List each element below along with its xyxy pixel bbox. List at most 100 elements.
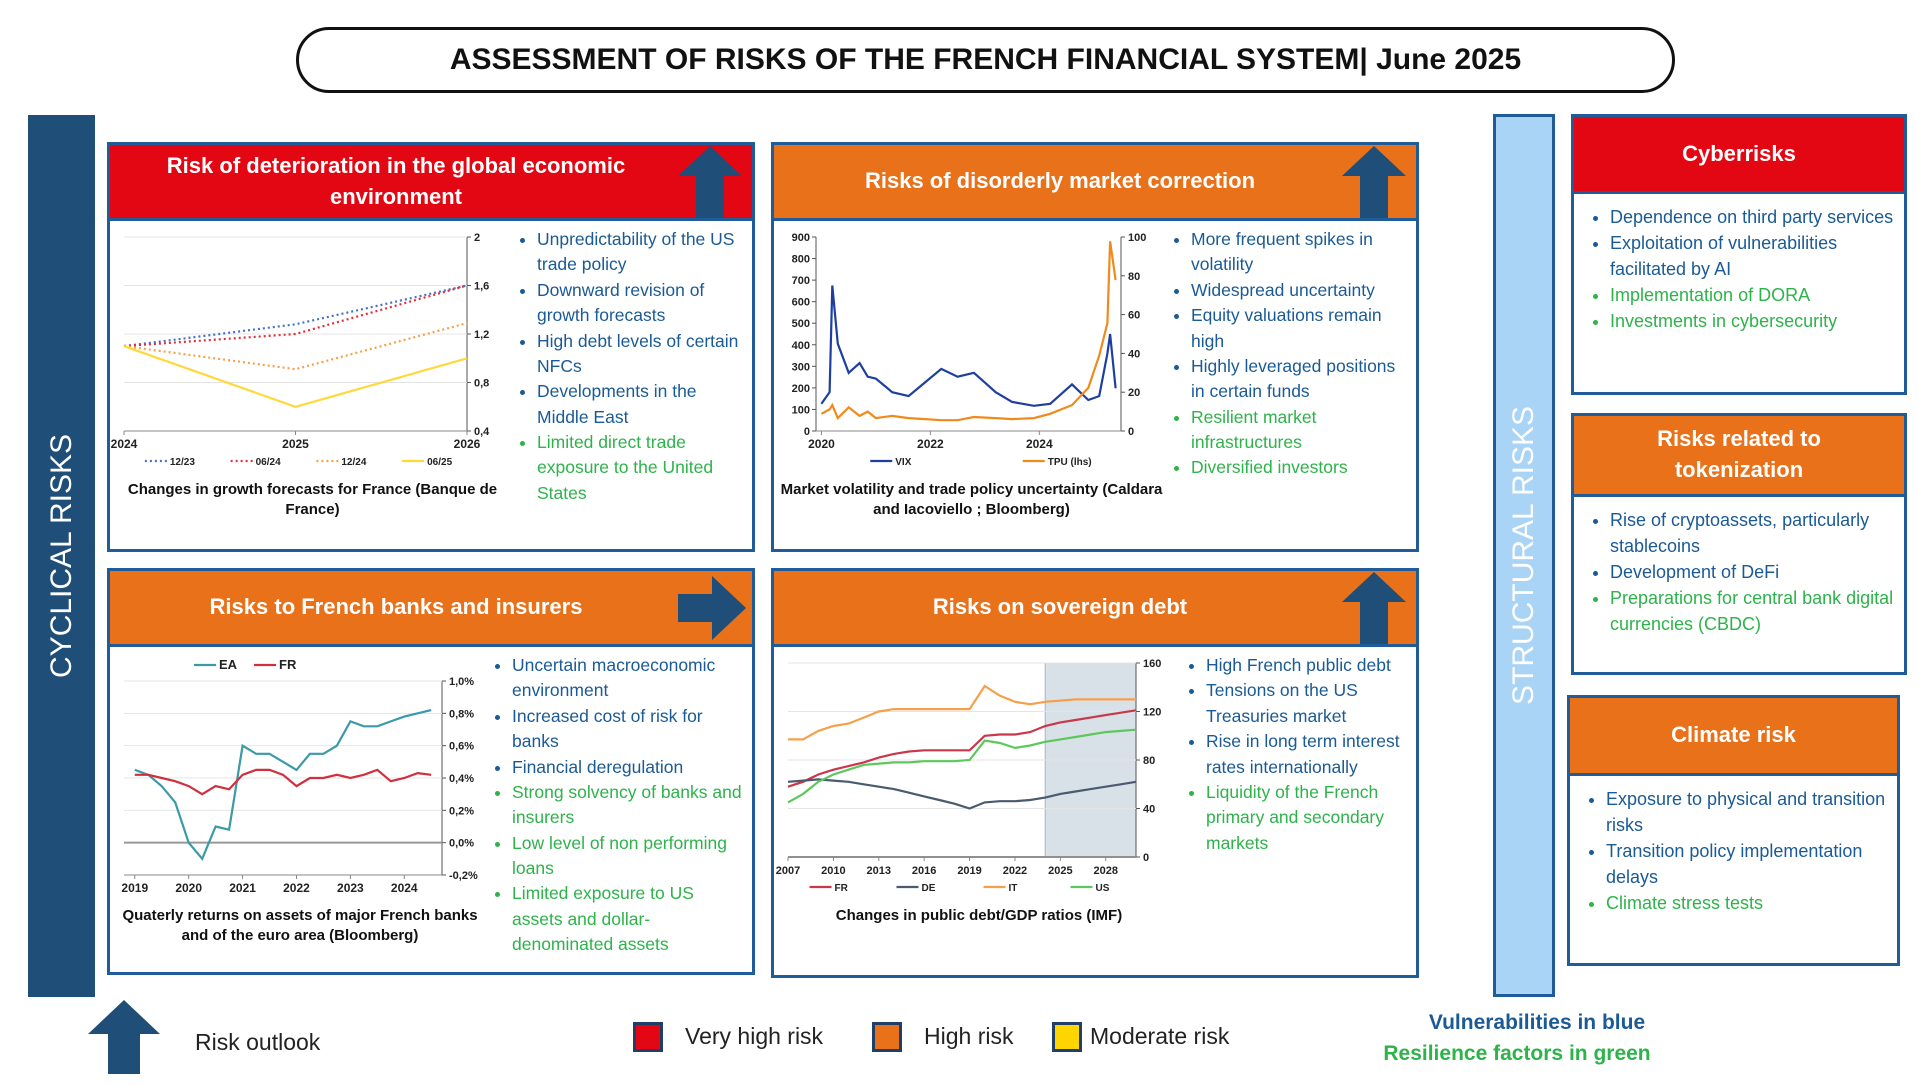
- bullet-column: Rise of cryptoassets, particularly stabl…: [1588, 501, 1900, 672]
- bullet-item: Rise in long term interest rates interna…: [1206, 729, 1412, 780]
- level-label: Moderate risk: [1090, 1023, 1230, 1049]
- legend-label: US: [1096, 883, 1110, 894]
- legend-label: 06/24: [256, 457, 281, 468]
- legend-label: FR: [279, 657, 297, 672]
- bullet-item: Resilient market infrastructures: [1191, 405, 1412, 456]
- legend-label: EA: [219, 657, 238, 672]
- outlook-arrow: [678, 576, 746, 640]
- bullet-column: Dependence on third party servicesExploi…: [1588, 198, 1900, 392]
- panel-body: Rise of cryptoassets, particularly stabl…: [1574, 497, 1904, 672]
- risk-panel: Risk of deterioration in the global econ…: [107, 142, 755, 552]
- series-line: [134, 709, 432, 861]
- panel-title: Risks to French banks and insurers: [209, 594, 583, 620]
- panel-title: Risks of disorderly market correction: [864, 168, 1256, 194]
- bullet-item: More frequent spikes in volatility: [1191, 227, 1412, 278]
- y-tick-label: 80: [1143, 755, 1155, 767]
- bullet-list: Exposure to physical and transition risk…: [1584, 786, 1893, 916]
- y-tick-label: 0,8: [474, 378, 489, 390]
- panel-body: 0 40 80 120 160 2007 2010 2013 2016 2019 2022 2025 2…: [774, 647, 1416, 975]
- x-tick-label: 2019: [957, 865, 981, 877]
- y-tick-label: 700: [792, 275, 810, 287]
- chart-caption: Changes in growth forecasts for France (…: [127, 481, 498, 519]
- y-tick-label: 0: [804, 426, 810, 438]
- x-tick-label: 2023: [337, 881, 364, 895]
- legend-label: 12/24: [341, 457, 366, 468]
- bullet-item: Tensions on the US Treasuries market: [1206, 678, 1412, 729]
- panel-body: Dependence on third party servicesExploi…: [1574, 194, 1904, 392]
- y-tick-label: 0,0%: [449, 838, 474, 850]
- y-tick-label: 0: [1143, 852, 1149, 864]
- y-tick-label: 160: [1143, 658, 1161, 670]
- arrow-shape: [678, 146, 742, 218]
- bullet-item: Exposure to physical and transition risk…: [1606, 786, 1893, 838]
- bullet-item: Development of DeFi: [1610, 559, 1900, 585]
- page-title: ASSESSMENT OF RISKS OF THE FRENCH FINANC…: [296, 27, 1675, 93]
- structural-panel: Cyberrisks Dependence on third party serv…: [1571, 114, 1907, 395]
- panel-header: Risks on sovereign debt: [774, 571, 1416, 647]
- outlook-arrow: [1342, 572, 1406, 644]
- structural-panel: Climate risk Exposure to physical and tra…: [1567, 695, 1900, 966]
- bullet-item: Limited direct trade exposure to the Uni…: [537, 430, 748, 506]
- level-swatch: [872, 1022, 902, 1052]
- panel-body: 0,4 0,8 1,2 1,6 2 2024 2025 2026 12/23 06/24 12/24…: [110, 221, 752, 549]
- x-tick-label: 2022: [917, 437, 944, 451]
- x-tick-label: 2024: [111, 437, 138, 451]
- y-tick-label: 0,4: [474, 426, 490, 438]
- chart-column: 0,4 0,8 1,2 1,6 2 2024 2025 2026 12/23 06/24 12/24…: [110, 221, 515, 549]
- x-tick-label: 2024: [391, 881, 418, 895]
- level-swatch: [1052, 1022, 1082, 1052]
- bullet-column: More frequent spikes in volatilityWidesp…: [1169, 221, 1416, 549]
- x-tick-label: 2019: [121, 881, 148, 895]
- bullet-item: High French public debt: [1206, 653, 1412, 678]
- structural-bar: STRUCTURAL RISKS: [1493, 114, 1555, 997]
- x-tick-label: 2010: [821, 865, 845, 877]
- bullet-item: Diversified investors: [1191, 455, 1412, 480]
- bullet-list: Unpredictability of the US trade policyD…: [515, 227, 748, 506]
- x-tick-label: 2020: [175, 881, 202, 895]
- y-tick-label: -0,2%: [449, 870, 478, 882]
- legend-label: FR: [835, 883, 849, 894]
- y-tick-label: 20: [1128, 387, 1140, 399]
- series-line: [820, 241, 1117, 422]
- y-tick-label: 80: [1128, 271, 1140, 283]
- x-tick-label: 2021: [229, 881, 256, 895]
- chart: -0,2% 0,0% 0,2% 0,4% 0,6% 0,8% 1,0% 2019 2020 202…: [121, 657, 478, 895]
- series-line: [123, 345, 468, 408]
- series-line: [787, 709, 1137, 788]
- x-tick-label: 2007: [776, 865, 800, 877]
- bullet-item: Strong solvency of banks and insurers: [512, 780, 748, 831]
- chart-caption: Changes in public debt/GDP ratios (IMF): [835, 907, 1123, 924]
- x-tick-label: 2025: [282, 437, 309, 451]
- bullet-list: Uncertain macroeconomic environmentIncre…: [490, 653, 748, 958]
- level-swatch: [633, 1022, 663, 1052]
- bullet-column: Uncertain macroeconomic environmentIncre…: [490, 647, 752, 972]
- legend-label: VIX: [895, 457, 911, 468]
- panel-body: 0 100 200 300 400 500 600 700 800 900 0 20 40 60 80 100…: [774, 221, 1416, 549]
- bullet-item: Climate stress tests: [1606, 890, 1893, 916]
- legend-label: 06/25: [427, 457, 452, 468]
- kind-legend: Resilience factors in green: [1383, 1042, 1651, 1065]
- legend-label: 12/23: [170, 457, 195, 468]
- bullet-list: Dependence on third party servicesExploi…: [1588, 204, 1900, 334]
- bullet-item: Limited exposure to US assets and dollar…: [512, 881, 748, 957]
- panel-title: Risk of deterioration in the global econ…: [166, 152, 626, 209]
- panel-body: Exposure to physical and transition risk…: [1570, 776, 1897, 963]
- arrow-shape: [1342, 572, 1406, 644]
- y-tick-label: 40: [1143, 804, 1155, 816]
- y-tick-label: 100: [1128, 232, 1146, 244]
- y-tick-label: 500: [792, 318, 810, 330]
- bullet-item: Rise of cryptoassets, particularly stabl…: [1610, 507, 1900, 559]
- bullet-column: Exposure to physical and transition risk…: [1584, 780, 1893, 963]
- legend-label: IT: [1009, 883, 1018, 894]
- arrow-shape: [1342, 146, 1406, 218]
- series-line: [788, 684, 1136, 741]
- panel-header: Risk of deterioration in the global econ…: [110, 145, 752, 221]
- bullet-item: Low level of non performing loans: [512, 831, 748, 882]
- bullet-item: Widespread uncertainty: [1191, 278, 1412, 303]
- legend-label: TPU (lhs): [1048, 457, 1092, 468]
- series-line: [787, 728, 1137, 804]
- panel-header: Risks to French banks and insurers: [110, 571, 752, 647]
- chart-column: 0 40 80 120 160 2007 2010 2013 2016 2019 2022 2025 2…: [774, 647, 1184, 975]
- bullet-item: Equity valuations remain high: [1191, 303, 1412, 354]
